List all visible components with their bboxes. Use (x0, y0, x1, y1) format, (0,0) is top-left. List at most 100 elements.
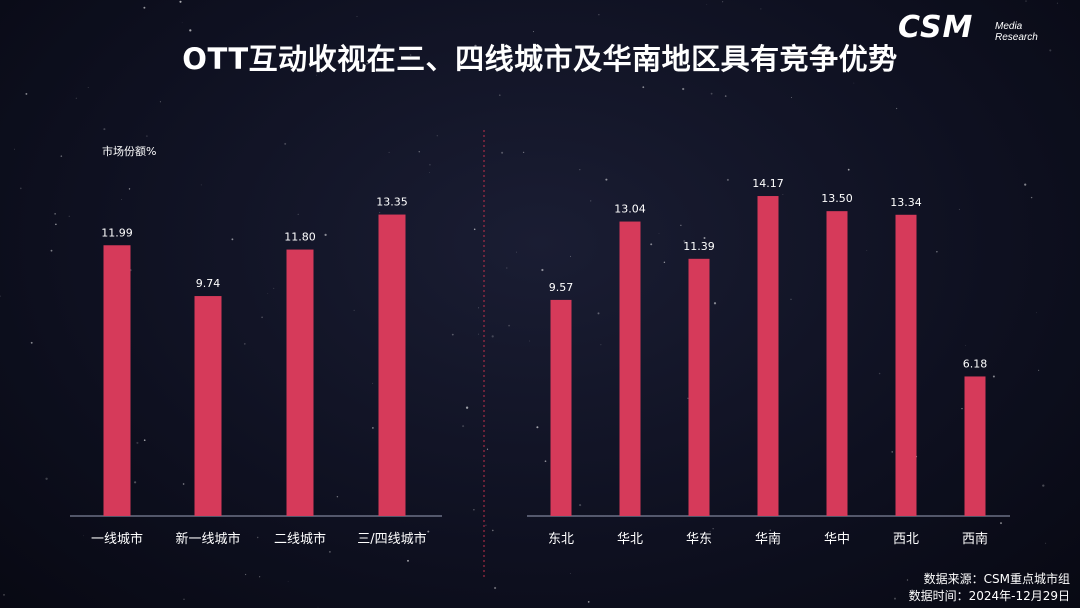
y-axis-label: 市场份额% (102, 145, 157, 158)
star-dot (790, 298, 792, 300)
star-dot (256, 536, 259, 539)
star-dot (473, 509, 475, 511)
bar (619, 221, 641, 516)
star-dot (159, 101, 161, 103)
star-dot (515, 251, 517, 253)
star-dot (936, 251, 938, 253)
star-dot (179, 0, 182, 3)
star-dot (1042, 484, 1045, 487)
category-label: 西南 (962, 531, 988, 547)
star-dot (267, 293, 269, 294)
star-dot (103, 128, 106, 131)
star-dot (663, 261, 666, 264)
star-dot (182, 483, 185, 485)
star-dot (409, 54, 412, 56)
star-dot (891, 451, 893, 453)
star-dot (710, 92, 713, 95)
bar (964, 376, 986, 516)
bar (688, 258, 710, 516)
star-dot (55, 223, 57, 226)
star-dot (1054, 597, 1056, 599)
star-dot (895, 107, 898, 110)
bar (550, 299, 572, 516)
star-dot (436, 135, 438, 137)
star-dot (473, 228, 476, 231)
star-dot (658, 233, 660, 234)
data-time: 数据时间：2024年-12月29日 (908, 589, 1070, 603)
star-dot (1038, 369, 1040, 371)
star-dot (569, 255, 571, 257)
star-dot (261, 316, 263, 319)
category-label: 二线城市 (274, 531, 326, 547)
star-dot (491, 529, 494, 532)
star-dot (709, 530, 711, 532)
star-dot (522, 151, 525, 154)
star-dot (642, 86, 645, 89)
star-dot (183, 598, 185, 600)
star-dot (866, 250, 868, 251)
star-dot (961, 407, 963, 410)
star-dot (478, 333, 479, 335)
star-dot (45, 477, 48, 480)
star-dot (673, 51, 675, 54)
star-dot (244, 573, 247, 576)
star-dot (14, 148, 15, 150)
star-dot (143, 439, 146, 442)
star-dot (1000, 522, 1002, 525)
star-dot (273, 287, 275, 289)
star-dot (536, 426, 539, 429)
star-dot (372, 427, 374, 429)
star-dot (569, 573, 571, 574)
category-label: 华东 (686, 532, 712, 547)
data-label: 13.04 (614, 203, 646, 216)
star-dot (958, 208, 960, 210)
csm-logo: CSM Media Research (898, 10, 1048, 46)
bar (103, 245, 131, 517)
star-dot (722, 1, 724, 3)
star-dot (427, 530, 430, 533)
star-dot (726, 178, 729, 181)
star-dot (506, 267, 508, 269)
star-dot (379, 212, 381, 214)
data-label: 11.39 (683, 240, 715, 253)
star-dot (474, 44, 477, 48)
bar (378, 214, 406, 516)
star-dot (429, 163, 431, 166)
logo-main-text: CSM (898, 10, 974, 45)
data-source: 数据来源：CSM重点城市组 (923, 572, 1070, 586)
star-dot (315, 74, 317, 76)
star-dot (590, 200, 592, 202)
star-dot (501, 151, 504, 154)
star-dot (579, 168, 581, 171)
logo-media-text: Media (995, 21, 1023, 32)
star-dot (317, 606, 319, 608)
star-dot (532, 31, 535, 33)
star-dot (878, 372, 881, 375)
data-label: 13.34 (890, 196, 922, 209)
star-dot (366, 62, 369, 65)
star-dot (429, 172, 430, 173)
star-dot (853, 82, 855, 84)
star-dot (499, 94, 501, 96)
star-dot (682, 87, 685, 91)
star-dot (143, 6, 146, 9)
category-label: 华南 (755, 531, 781, 547)
star-dot (200, 184, 202, 186)
bar (895, 214, 917, 516)
star-dot (287, 581, 289, 582)
star-dot (478, 307, 480, 309)
star-dot (60, 155, 63, 157)
star-dot (372, 382, 374, 384)
star-dot (724, 95, 727, 97)
star-dot (329, 551, 331, 553)
star-dot (1035, 312, 1037, 314)
star-dot (579, 504, 582, 507)
star-dot (87, 87, 89, 88)
data-label: 9.74 (196, 277, 221, 290)
star-dot (1030, 196, 1033, 199)
star-dot (54, 213, 56, 215)
data-label: 11.99 (101, 226, 133, 239)
star-dot (486, 448, 489, 450)
star-dot (181, 22, 183, 24)
logo-research-text: Research (995, 32, 1038, 43)
